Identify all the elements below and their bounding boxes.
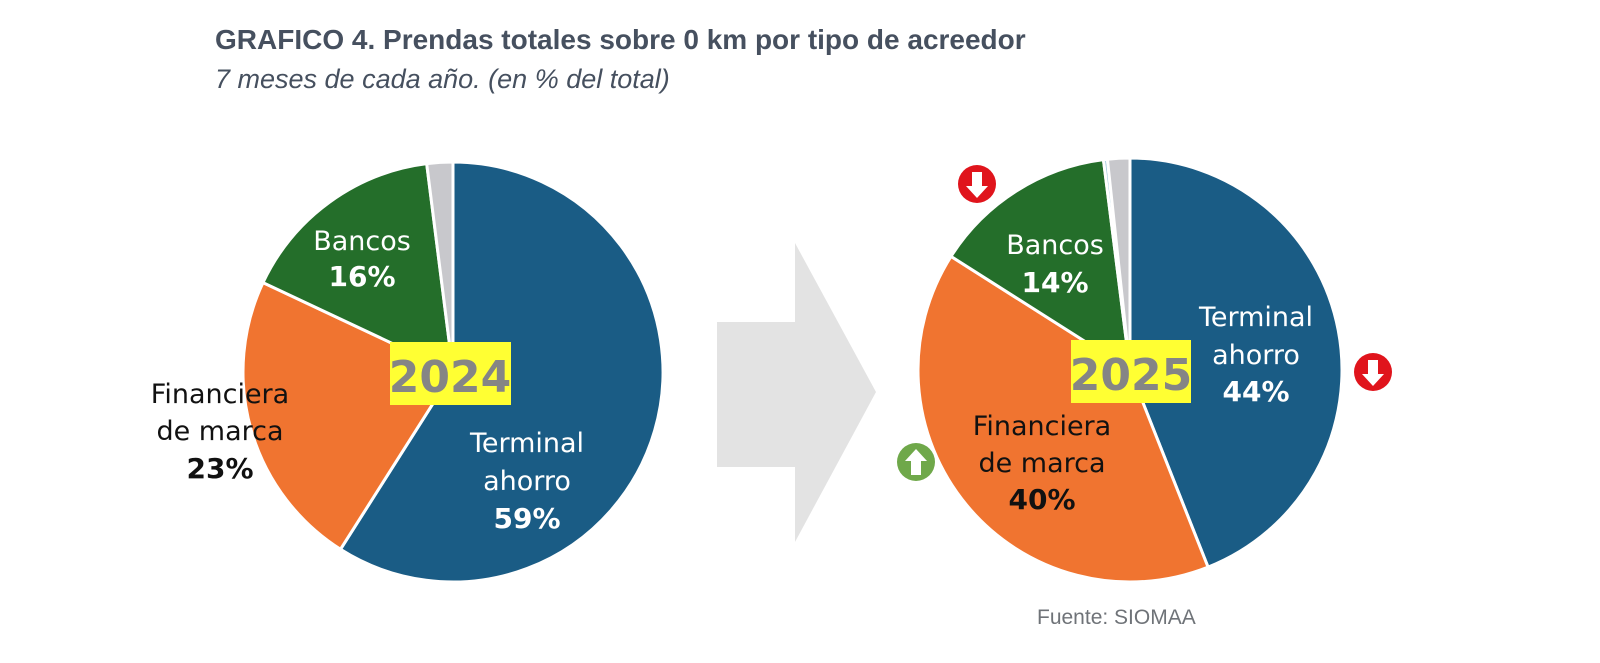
- slice-percent-terminal: 44%: [1222, 375, 1289, 408]
- pie-chart-2024: Terminal ahorro 59% Financiera de marca 23% Ba…: [151, 160, 665, 584]
- pie-slice-bancos: [948, 157, 1132, 373]
- slice-label-financiera: Financiera: [151, 379, 289, 410]
- slice-percent-bancos: 16%: [328, 260, 395, 293]
- slice-label-terminal: Terminal: [1198, 302, 1313, 333]
- trend-arrows: [897, 165, 1392, 481]
- slice-label-terminal: Terminal: [469, 428, 584, 459]
- trend-down-icon-bancos: [958, 165, 996, 203]
- chart-title: GRAFICO 4. Prendas totales sobre 0 km po…: [215, 24, 1026, 55]
- source-note: Fuente: SIOMAA: [1037, 606, 1196, 629]
- year-label: 2025: [1070, 350, 1192, 401]
- slice-label-financiera: de marca: [156, 416, 283, 447]
- pie-slice-financiera: [916, 254, 1210, 584]
- slice-label-terminal: ahorro: [483, 466, 571, 497]
- pie-chart-2025: Terminal ahorro 44% Financiera de marca 40% Ba…: [916, 156, 1344, 584]
- chart-subtitle: 7 meses de cada año. (en % del total): [215, 64, 670, 94]
- slice-label-bancos: Bancos: [1006, 230, 1104, 261]
- trend-up-icon-financiera: [897, 443, 935, 481]
- transition-arrow: [717, 243, 876, 542]
- year-label: 2024: [389, 352, 511, 403]
- pie-slice-otros: [1105, 156, 1132, 371]
- slice-percent-financiera: 40%: [1008, 483, 1075, 516]
- slice-label-financiera: de marca: [978, 448, 1105, 479]
- slice-label-terminal: ahorro: [1212, 340, 1300, 371]
- pie-slice-terminal: [1128, 156, 1344, 570]
- trend-down-icon-terminal: [1354, 353, 1392, 391]
- year-badge: [390, 342, 511, 405]
- pie-slice-otros: [425, 160, 455, 373]
- slice-percent-bancos: 14%: [1021, 266, 1088, 299]
- slice-label-bancos: Bancos: [313, 226, 411, 257]
- slice-percent-financiera: 23%: [186, 452, 253, 485]
- year-badge: [1071, 340, 1191, 403]
- slice-label-financiera: Financiera: [973, 411, 1111, 442]
- pie-slice-bancos: [260, 161, 455, 375]
- slice-percent-terminal: 59%: [493, 502, 560, 535]
